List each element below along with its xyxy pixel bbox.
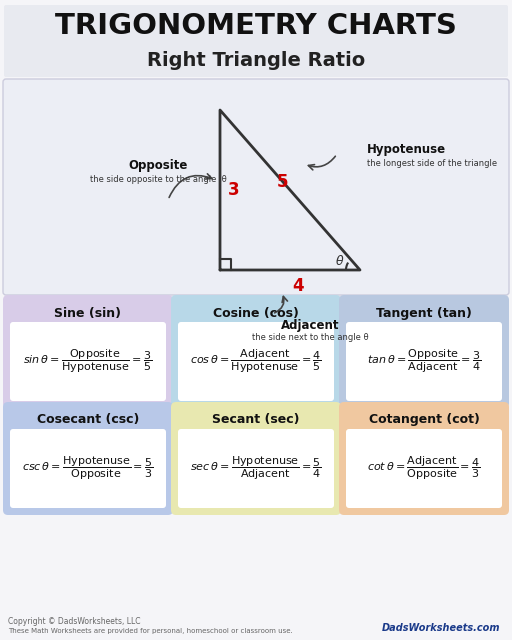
Text: the side next to the angle θ: the side next to the angle θ	[252, 333, 368, 342]
Text: TRIGONOMETRY CHARTS: TRIGONOMETRY CHARTS	[55, 12, 457, 40]
Text: $sin\,\theta = \dfrac{\mathrm{Opposite}}{\mathrm{Hypotenuse}} = \dfrac{3}{5}$: $sin\,\theta = \dfrac{\mathrm{Opposite}}…	[24, 348, 153, 375]
FancyBboxPatch shape	[3, 295, 173, 408]
Text: $cos\,\theta = \dfrac{\mathrm{Adjacent}}{\mathrm{Hypotenuse}} = \dfrac{4}{5}$: $cos\,\theta = \dfrac{\mathrm{Adjacent}}…	[190, 348, 322, 375]
Text: Cosecant (csc): Cosecant (csc)	[37, 413, 139, 426]
Text: Secant (sec): Secant (sec)	[212, 413, 300, 426]
Text: $cot\,\theta = \dfrac{\mathrm{Adjacent}}{\mathrm{Opposite}} = \dfrac{4}{3}$: $cot\,\theta = \dfrac{\mathrm{Adjacent}}…	[367, 455, 481, 482]
Text: Copyright © DadsWorksheets, LLC: Copyright © DadsWorksheets, LLC	[8, 618, 140, 627]
FancyBboxPatch shape	[339, 295, 509, 408]
FancyBboxPatch shape	[178, 322, 334, 401]
Text: $tan\,\theta = \dfrac{\mathrm{Opposite}}{\mathrm{Adjacent}} = \dfrac{3}{4}$: $tan\,\theta = \dfrac{\mathrm{Opposite}}…	[367, 348, 481, 375]
FancyBboxPatch shape	[178, 429, 334, 508]
Text: Sine (sin): Sine (sin)	[54, 307, 121, 319]
Text: $sec\,\theta = \dfrac{\mathrm{Hypotenuse}}{\mathrm{Adjacent}} = \dfrac{5}{4}$: $sec\,\theta = \dfrac{\mathrm{Hypotenuse…	[190, 455, 322, 482]
Text: Cosine (cos): Cosine (cos)	[213, 307, 299, 319]
Text: Opposite: Opposite	[129, 159, 188, 172]
Text: $csc\,\theta = \dfrac{\mathrm{Hypotenuse}}{\mathrm{Opposite}} = \dfrac{5}{3}$: $csc\,\theta = \dfrac{\mathrm{Hypotenuse…	[23, 455, 154, 482]
FancyBboxPatch shape	[3, 402, 173, 515]
Text: Hypotenuse: Hypotenuse	[367, 143, 446, 157]
Text: $\theta$: $\theta$	[335, 254, 345, 268]
FancyBboxPatch shape	[346, 429, 502, 508]
FancyBboxPatch shape	[171, 402, 341, 515]
Text: DadsWorksheets.com: DadsWorksheets.com	[381, 623, 500, 633]
Text: Right Triangle Ratio: Right Triangle Ratio	[147, 51, 365, 70]
FancyBboxPatch shape	[171, 295, 341, 408]
Text: 3: 3	[228, 181, 240, 199]
Text: the longest side of the triangle: the longest side of the triangle	[367, 159, 497, 168]
FancyBboxPatch shape	[10, 429, 166, 508]
Text: Tangent (tan): Tangent (tan)	[376, 307, 472, 319]
Text: Cotangent (cot): Cotangent (cot)	[369, 413, 479, 426]
Text: 4: 4	[292, 277, 304, 295]
FancyBboxPatch shape	[4, 5, 508, 77]
Text: Adjacent: Adjacent	[281, 319, 339, 333]
Text: These Math Worksheets are provided for personal, homeschool or classroom use.: These Math Worksheets are provided for p…	[8, 628, 293, 634]
Text: 5: 5	[276, 173, 288, 191]
FancyBboxPatch shape	[10, 322, 166, 401]
FancyBboxPatch shape	[339, 402, 509, 515]
Text: the side opposite to the angle  θ: the side opposite to the angle θ	[90, 175, 226, 184]
FancyBboxPatch shape	[346, 322, 502, 401]
FancyBboxPatch shape	[3, 79, 509, 295]
